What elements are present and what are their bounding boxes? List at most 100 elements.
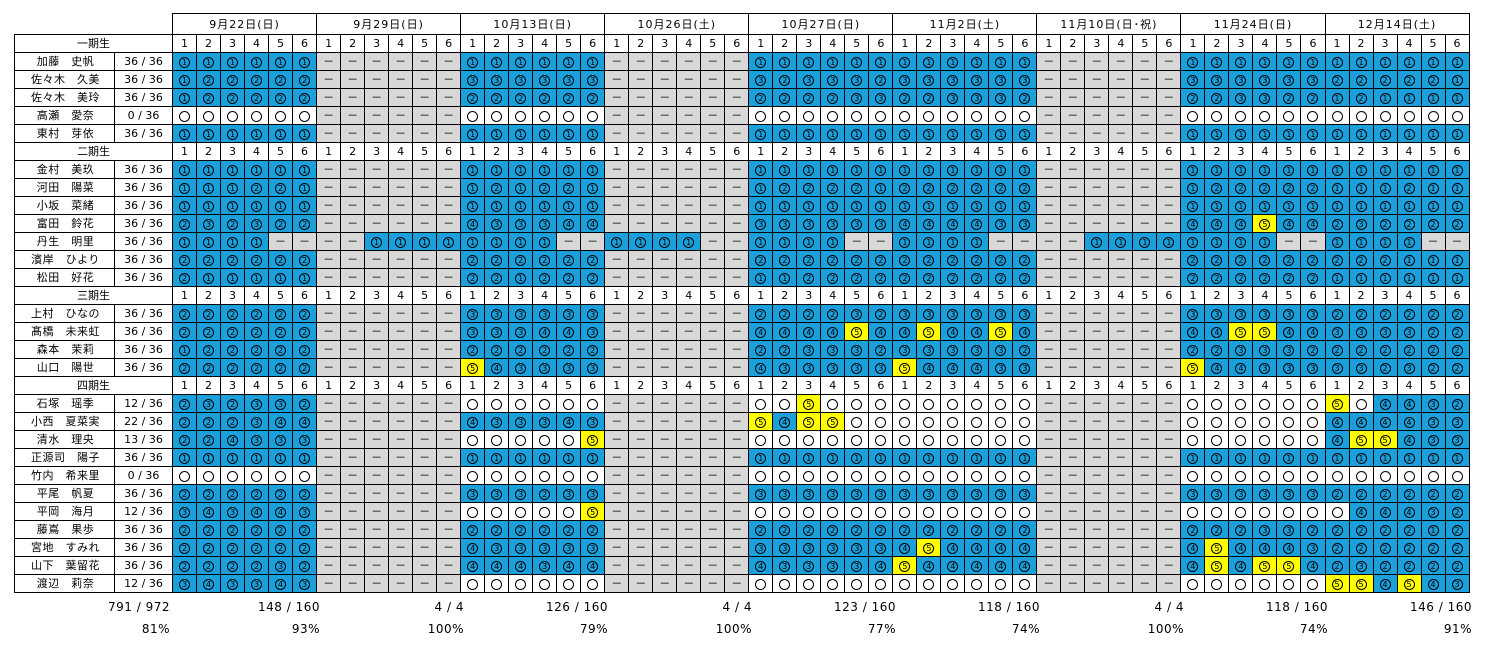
slot-cell: － [388,448,414,467]
slot-cell: － [364,52,390,71]
circled-number: 1 [1211,236,1223,248]
dash-mark: － [1115,199,1127,212]
circled-number: 2 [947,272,959,284]
empty-circle [539,470,551,482]
slot-cell: 1 [772,448,798,467]
session-number: 1 [1180,286,1206,305]
slot-cell: － [628,520,654,539]
circled-number: 2 [491,524,503,536]
slot-cell: － [628,52,654,71]
dash-mark: － [635,73,647,86]
slot-cell: － [628,358,654,377]
empty-circle [803,506,815,518]
dash-mark: － [635,325,647,338]
dash-mark: － [371,505,383,518]
dash-mark: － [347,469,359,482]
slot-cell: 1 [988,196,1014,215]
slot-cell [796,466,822,485]
slot-cell: 1 [532,196,558,215]
slot-cell: － [1132,538,1158,557]
slot-cell: － [1132,430,1158,449]
slot-cell: － [316,214,342,233]
circled-number: 2 [299,524,311,536]
dash-mark: － [323,235,335,248]
circled-number: 2 [179,326,190,338]
slot-cell [1252,430,1278,449]
member-ratio: 36 / 36 [114,520,173,539]
circled-number: 1 [1427,56,1439,68]
circled-number: 2 [1355,524,1367,536]
slot-cell: 2 [796,88,822,107]
circled-number: 1 [851,56,863,68]
dash-mark: － [659,577,671,590]
slot-cell: 2 [1372,250,1398,269]
slot-cell: 1 [1396,232,1422,251]
session-number: 6 [1012,286,1038,305]
circled-number: 4 [1187,542,1199,554]
circled-number: 2 [1403,488,1415,500]
slot-cell: － [676,556,702,575]
slot-cell: 2 [556,520,582,539]
circled-number: 2 [1403,308,1415,320]
slot-cell: 4 [1324,430,1350,449]
slot-cell: 2 [772,178,798,197]
dash-mark: － [1091,181,1103,194]
slot-cell: 3 [580,322,606,341]
slot-cell: 3 [196,394,221,413]
slot-cell [1276,106,1302,125]
slot-cell: 1 [628,232,654,251]
session-number: 6 [1300,376,1326,395]
slot-cell: － [316,232,342,251]
slot-cell: 2 [244,304,269,323]
slot-cell: 1 [220,448,245,467]
slot-cell: 3 [484,70,510,89]
circled-number: 2 [755,344,767,356]
session-number: 2 [1348,34,1374,53]
circled-number: 4 [467,416,479,428]
member-row: 小西 夏菜実 22 / 36 2 2 2 3 4 4 －－－－－－ 4 3 3 3 4 3 －－－－－－ 5 4 5… [14,412,1470,431]
slot-cell: － [316,250,342,269]
slot-cell: 2 [1348,484,1374,503]
circled-number: 4 [971,542,983,554]
dash-mark: － [1163,73,1175,86]
dash-mark: － [395,415,407,428]
circled-number: 1 [515,56,527,68]
member-ratio: 36 / 36 [114,178,173,197]
circled-number: 2 [467,344,479,356]
slot-cell: － [436,520,462,539]
slot-cell: 2 [556,250,582,269]
empty-circle [971,398,983,410]
session-number: 6 [291,286,318,305]
slot-cell [484,394,510,413]
dash-mark: － [1163,55,1175,68]
circled-number: 4 [923,218,935,230]
circled-number: 4 [1331,416,1343,428]
dash-mark: － [731,469,743,482]
date-header: 11月24日(日) [1180,13,1326,35]
slot-cell: 3 [916,340,942,359]
slot-cell: － [1060,340,1086,359]
dash-mark: － [371,163,383,176]
slot-cell [844,502,870,521]
circled-number: 3 [203,398,214,410]
slot-cell: 3 [244,574,269,593]
total-percent: 74% [1011,622,1040,636]
circled-number: 1 [971,128,983,140]
slot-cell [1348,394,1374,413]
slot-cell [1204,430,1230,449]
slot-cell: 1 [1396,124,1422,143]
dash-mark: － [443,487,455,500]
dash-mark: － [323,73,335,86]
slot-cell [844,430,870,449]
slot-cell: － [1084,178,1110,197]
empty-circle [1187,416,1199,428]
slot-cell [532,106,558,125]
circled-number: 2 [971,254,983,266]
circled-number: 1 [1427,452,1439,464]
slot-cell: 1 [1324,448,1350,467]
circled-number: 1 [491,200,503,212]
slot-cell: 3 [820,484,846,503]
session-number: 5 [1132,286,1158,305]
slot-cell: － [436,556,462,575]
slot-cell: 1 [1396,88,1422,107]
